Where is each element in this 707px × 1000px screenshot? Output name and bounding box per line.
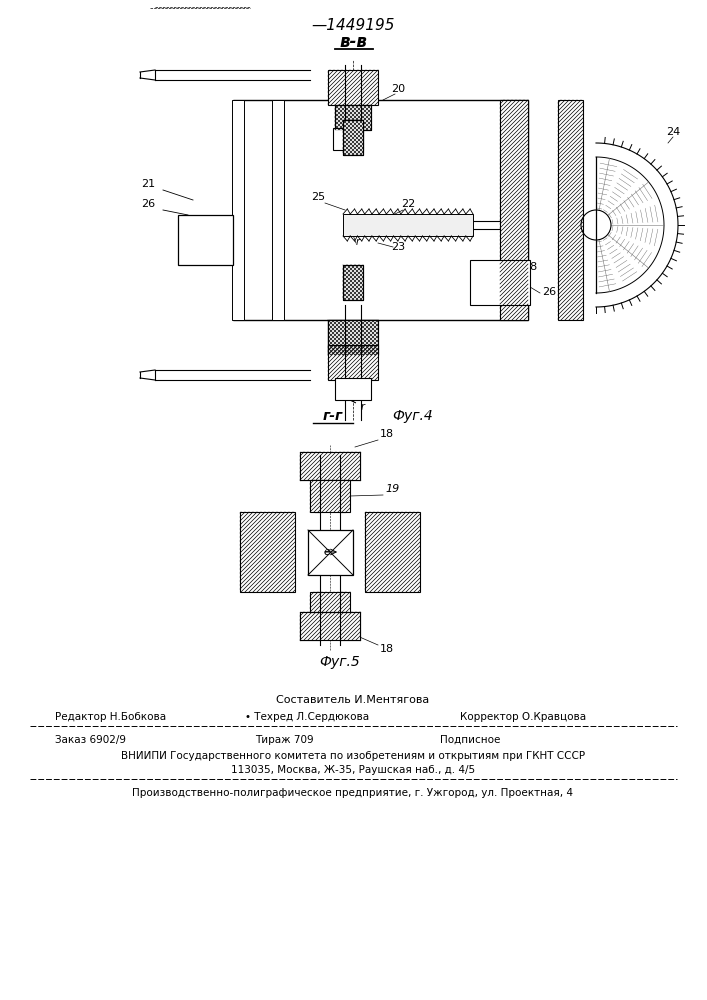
Text: 113035, Москва, Ж-35, Раушская наб., д. 4/5: 113035, Москва, Ж-35, Раушская наб., д. … [231,765,475,775]
Text: Фуг.5: Фуг.5 [320,655,361,669]
Text: 28: 28 [523,262,537,272]
Bar [328,320,378,355]
Bar [335,105,371,130]
Text: 18: 18 [380,429,394,439]
Text: • Техред Л.Сердюкова: • Техред Л.Сердюкова [245,712,369,722]
Bar [343,120,363,155]
Text: 26: 26 [542,287,556,297]
Text: Редактор Н.Бобкова: Редактор Н.Бобкова [55,712,166,722]
Text: в-в: в-в [339,33,367,51]
Text: 22: 22 [401,199,415,209]
Bar [232,100,244,320]
Bar [310,592,350,612]
Text: 24: 24 [666,127,680,137]
Text: 18: 18 [380,644,394,654]
Bar [328,320,378,355]
Text: 21: 21 [141,179,155,189]
Bar [343,265,363,300]
Bar [343,214,473,236]
Text: Корректор О.Кравцова: Корректор О.Кравцова [460,712,586,722]
Bar [470,260,530,305]
Bar [333,128,363,150]
Text: Составитель И.Ментягова: Составитель И.Ментягова [276,695,430,705]
Bar [500,100,528,320]
Text: Тираж 709: Тираж 709 [255,735,314,745]
Text: Фуг.4: Фуг.4 [392,409,433,423]
Text: 26: 26 [141,199,155,209]
Text: Заказ 6902/9: Заказ 6902/9 [55,735,126,745]
Bar [308,530,353,575]
Text: ВНИИПИ Государственного комитета по изобретениям и открытиям при ГКНТ СССР: ВНИИПИ Государственного комитета по изоб… [121,751,585,761]
Text: r: r [356,237,360,247]
Bar [240,512,295,592]
Bar [335,105,371,130]
Text: Производственно-полиграфическое предприятие, г. Ужгород, ул. Проектная, 4: Производственно-полиграфическое предприя… [132,788,573,798]
Bar [335,378,371,400]
Text: r: r [361,402,365,412]
Bar [365,512,420,592]
Text: 26: 26 [390,544,404,554]
Text: Подписное: Подписное [440,735,501,745]
Text: 25: 25 [311,192,325,202]
Bar [343,265,363,300]
Bar [310,480,350,512]
Bar [233,100,528,320]
Bar [300,452,360,480]
Bar [272,100,284,320]
Bar [178,215,233,265]
Bar [300,612,360,640]
Text: 20: 20 [391,84,405,94]
Text: e: e [324,547,330,557]
Text: 19: 19 [385,484,399,494]
Text: —1449195: —1449195 [311,17,395,32]
Bar [328,345,378,380]
Bar [558,100,583,320]
Bar [328,70,378,105]
Bar [343,120,363,155]
Text: 23: 23 [391,242,405,252]
Text: г-г: г-г [323,409,343,423]
